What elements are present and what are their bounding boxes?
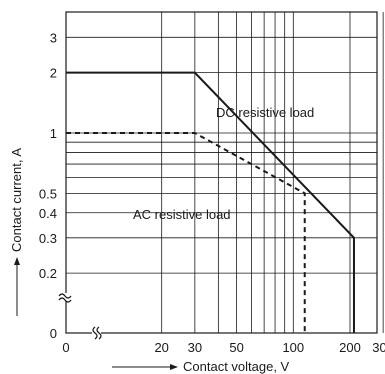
x-tick-label: 200 bbox=[339, 340, 361, 355]
x-tick-label: 300 bbox=[372, 340, 385, 355]
x-tick-label: 20 bbox=[154, 340, 168, 355]
series-label-ac: AC resistive load bbox=[133, 207, 231, 222]
x-axis-break-icon bbox=[96, 326, 102, 340]
series-label-dc: DC resistive load bbox=[216, 105, 314, 120]
x-axis-break-icon bbox=[92, 326, 98, 340]
break-layer bbox=[58, 293, 102, 340]
y-tick-label: 0.2 bbox=[39, 266, 57, 281]
ac-resistive-load-line bbox=[66, 132, 306, 333]
y-tick-label: 2 bbox=[50, 66, 57, 81]
y-tick-label: 3 bbox=[50, 30, 57, 45]
y-axis-break-icon bbox=[58, 297, 72, 303]
y-tick-label: 0.5 bbox=[39, 186, 57, 201]
y-tick-label: 1 bbox=[50, 126, 57, 141]
series-layer bbox=[66, 71, 355, 333]
dc-resistive-load-line bbox=[66, 71, 355, 333]
x-axis-title: Contact voltage, V bbox=[183, 359, 290, 374]
y-axis-arrow bbox=[14, 257, 20, 316]
x-tick-label: 50 bbox=[229, 340, 243, 355]
x-tick-label: 100 bbox=[282, 340, 304, 355]
plot-frame bbox=[65, 11, 378, 334]
grid-layer bbox=[66, 12, 384, 333]
y-tick-label: 0.3 bbox=[39, 231, 57, 246]
x-axis-arrow bbox=[112, 364, 178, 370]
tick-layer: 0 20 30 50 100 200 300 0 0.2 0.3 0.4 0.5 1 2 3 bbox=[39, 30, 385, 355]
x-tick-label: 30 bbox=[188, 340, 202, 355]
y-tick-label: 0.4 bbox=[39, 206, 57, 221]
y-axis-break-mask bbox=[58, 293, 72, 301]
y-axis-break-icon bbox=[58, 293, 72, 299]
y-axis-title: Contact current, A bbox=[9, 148, 24, 252]
y-tick-label: 0 bbox=[50, 326, 57, 341]
x-axis-break-mask bbox=[92, 326, 101, 340]
x-tick-label: 0 bbox=[62, 340, 69, 355]
